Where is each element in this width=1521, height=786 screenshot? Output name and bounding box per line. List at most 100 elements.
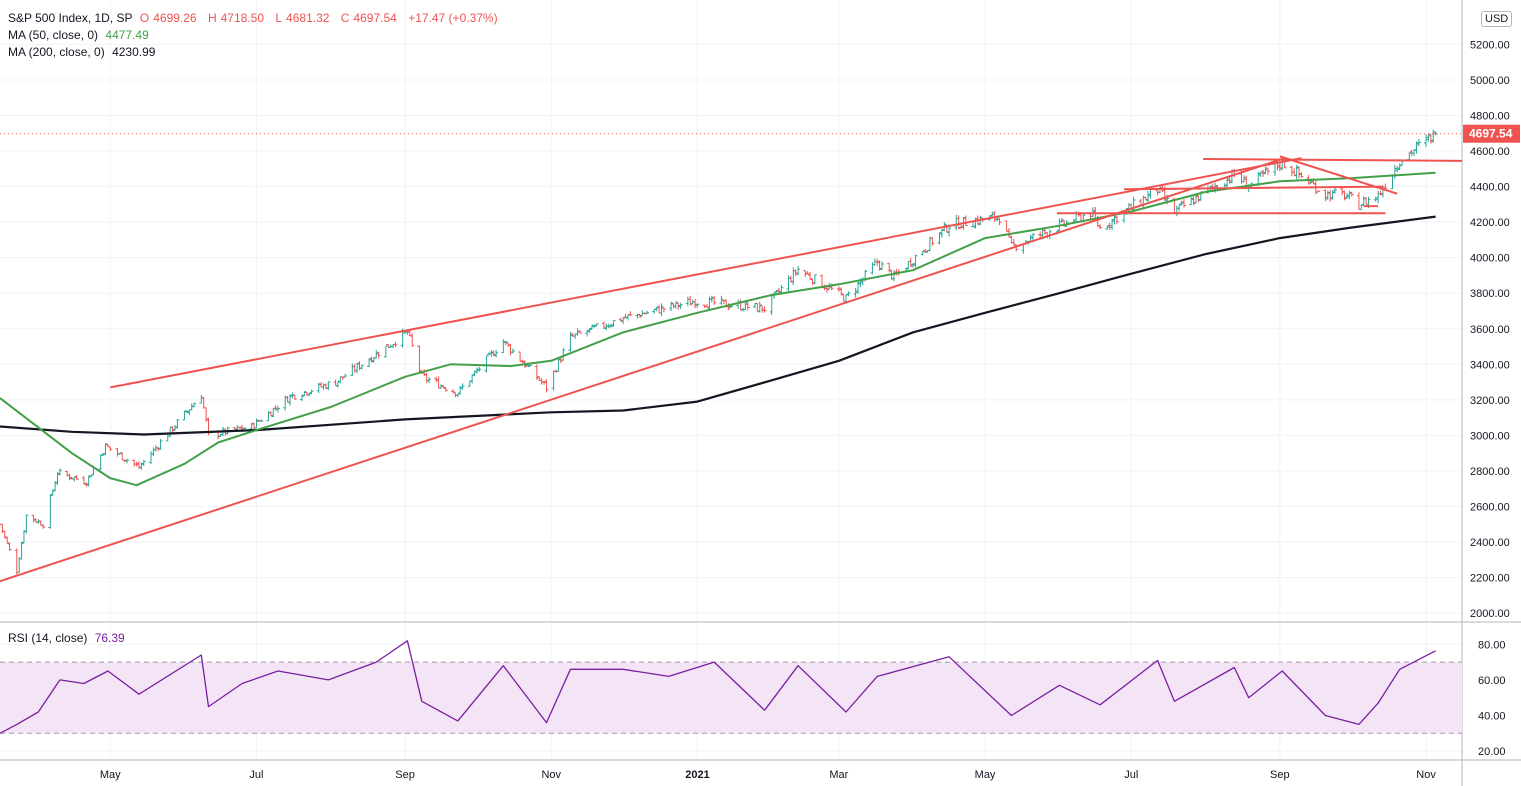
ohlc-bar bbox=[1342, 190, 1347, 201]
price-tick-label: 5000.00 bbox=[1470, 75, 1510, 87]
ohlc-bar bbox=[846, 291, 851, 297]
ohlc-bar bbox=[906, 261, 911, 270]
ohlc-bar bbox=[923, 248, 928, 253]
ohlc-bar bbox=[810, 278, 815, 285]
ohlc-bar bbox=[973, 217, 978, 229]
ohlc-bar bbox=[14, 548, 19, 575]
ohlc-bar bbox=[477, 366, 482, 372]
ohlc-bar bbox=[333, 379, 338, 386]
rsi-legend: RSI (14, close) 76.39 bbox=[8, 631, 129, 645]
price-tick-label: 2800.00 bbox=[1470, 466, 1510, 478]
ohlc-bar bbox=[343, 373, 348, 378]
ohlc-bar bbox=[434, 376, 439, 383]
ohlc-bar bbox=[1414, 141, 1419, 154]
ohlc-bar bbox=[1241, 175, 1246, 183]
ohlc-bar bbox=[326, 381, 331, 391]
ohlc-bar bbox=[661, 307, 666, 313]
ohlc-bar bbox=[1340, 187, 1345, 195]
ohlc-bar bbox=[1225, 177, 1230, 188]
ohlc-bar bbox=[1090, 207, 1095, 217]
ohlc-bar bbox=[963, 215, 968, 227]
ohlc-bar bbox=[1407, 152, 1412, 161]
ohlc-bar bbox=[877, 260, 882, 271]
ohlc-bar bbox=[417, 345, 422, 374]
ohlc-bar bbox=[937, 232, 942, 245]
ohlc-bar bbox=[484, 355, 489, 373]
ohlc-bar bbox=[841, 294, 846, 302]
ohlc-bar bbox=[1392, 164, 1397, 180]
ma200-value: 4230.99 bbox=[112, 45, 156, 59]
last-price-tag bbox=[1463, 124, 1520, 143]
ohlc-bar bbox=[376, 351, 381, 359]
ohlc-bar bbox=[856, 281, 861, 294]
ohlc-bar bbox=[544, 379, 549, 393]
ohlc-bar bbox=[321, 383, 326, 390]
ohlc-bar bbox=[520, 359, 525, 364]
ohlc-bar bbox=[1189, 197, 1194, 206]
ohlc-bar bbox=[913, 254, 918, 268]
ohlc-bar bbox=[48, 494, 53, 529]
price-tick-label: 3600.00 bbox=[1470, 324, 1510, 336]
ohlc-bar bbox=[182, 410, 187, 421]
ohlc-bar bbox=[568, 331, 573, 352]
time-tick-label: 2021 bbox=[685, 769, 709, 781]
ohlc-bar bbox=[474, 367, 479, 374]
ohlc-bar bbox=[189, 403, 194, 411]
ohlc-bar bbox=[676, 302, 681, 310]
rsi-tick-label: 60.00 bbox=[1478, 675, 1506, 687]
ohlc-bar bbox=[141, 459, 146, 466]
ohlc-bar bbox=[340, 376, 345, 381]
price-tick-label: 2600.00 bbox=[1470, 501, 1510, 513]
ohlc-bar bbox=[441, 385, 446, 389]
ohlc-bar bbox=[268, 411, 273, 416]
ohlc-bar bbox=[486, 352, 491, 356]
ohlc-bars bbox=[0, 129, 1438, 575]
time-tick-label: Sep bbox=[395, 769, 415, 781]
time-tick-label: May bbox=[100, 769, 121, 781]
ohlc-bar bbox=[450, 389, 455, 393]
ohlc-bar bbox=[1292, 168, 1297, 177]
ohlc-bar bbox=[489, 350, 494, 357]
ohlc-bar bbox=[323, 383, 328, 390]
ohlc-bar bbox=[745, 302, 750, 311]
ohlc-bar bbox=[1007, 228, 1012, 238]
ohlc-bar bbox=[803, 270, 808, 277]
ohlc-bar bbox=[657, 305, 662, 314]
ohlc-bar bbox=[472, 370, 477, 377]
ohlc-bar bbox=[1261, 169, 1266, 177]
time-tick-label: Jul bbox=[1124, 769, 1138, 781]
ohlc-bar bbox=[292, 394, 297, 400]
ohlc-bar bbox=[5, 536, 10, 544]
ohlc-bar bbox=[242, 427, 247, 430]
ohlc-bar bbox=[151, 447, 156, 457]
ohlc-bar bbox=[525, 364, 530, 367]
ohlc-bar bbox=[467, 380, 472, 387]
price-tick-label: 4800.00 bbox=[1470, 111, 1510, 123]
currency-badge[interactable]: USD bbox=[1481, 11, 1513, 27]
ohlc-bar bbox=[357, 361, 362, 371]
ohlc-bar bbox=[879, 261, 884, 271]
ohlc-bar bbox=[585, 329, 590, 337]
ohlc-bar bbox=[1316, 190, 1321, 192]
ohlc-bar bbox=[1431, 129, 1436, 143]
ohlc-bar bbox=[427, 376, 432, 384]
ohlc-bar bbox=[1059, 217, 1064, 223]
ohlc-bar bbox=[259, 419, 264, 422]
price-tick-label: 2200.00 bbox=[1470, 573, 1510, 585]
ohlc-bar bbox=[791, 267, 796, 286]
ohlc-bar bbox=[640, 310, 645, 317]
ohlc-bar bbox=[1191, 195, 1196, 206]
ohlc-bar bbox=[2, 530, 7, 539]
ohlc-bar bbox=[139, 462, 144, 470]
rsi-value: 76.39 bbox=[94, 631, 125, 645]
ohlc-bar bbox=[762, 306, 767, 313]
time-tick-label: Jul bbox=[249, 769, 263, 781]
ohlc-bar bbox=[1400, 160, 1405, 166]
ohlc-bar bbox=[494, 350, 499, 358]
price-tick-label: 4400.00 bbox=[1470, 182, 1510, 194]
ohlc-bar bbox=[628, 311, 633, 316]
ohlc-bar bbox=[117, 452, 122, 455]
ohlc-bar bbox=[254, 418, 259, 429]
ohlc-bar bbox=[1426, 134, 1431, 142]
